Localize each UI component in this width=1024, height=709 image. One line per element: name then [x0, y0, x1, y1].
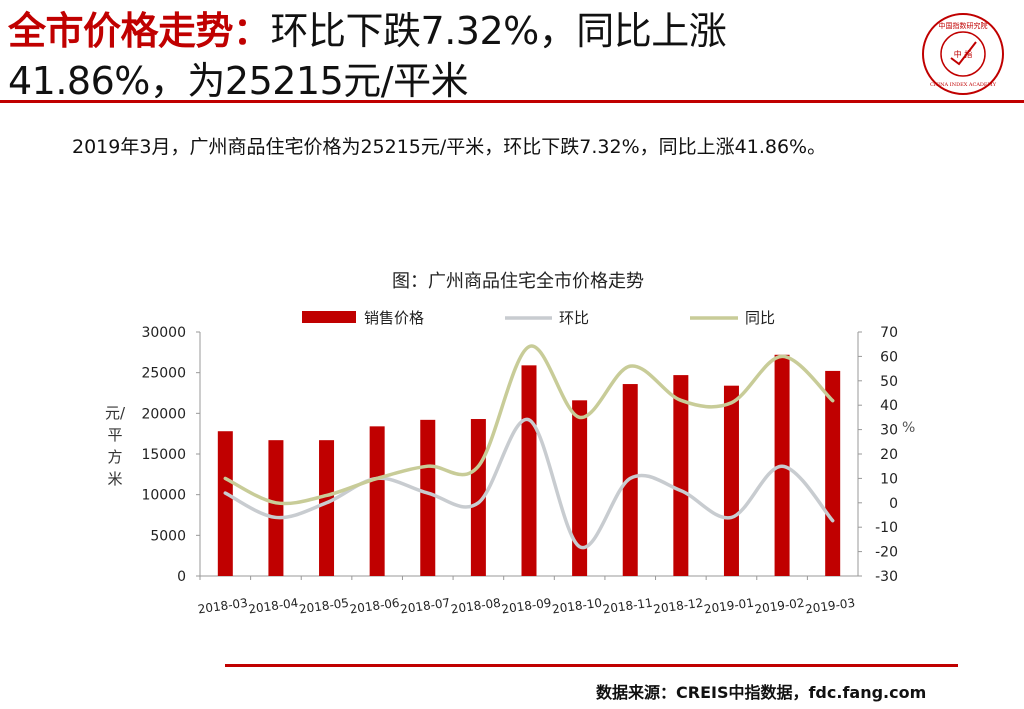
bar-price [369, 426, 385, 576]
chart-legend: 销售价格 环比 同比 [302, 309, 775, 327]
y-tick-label-left: 30000 [141, 325, 186, 341]
y-tick-label-right: 0 [889, 496, 898, 512]
y-tick-label-right: -10 [875, 520, 898, 536]
x-tick-label: 2018-04 [248, 596, 300, 617]
y-tick-label-left: 25000 [141, 366, 186, 382]
y-tick-label-right: -30 [875, 569, 898, 585]
line-series [223, 344, 835, 550]
title-line2: 41.86%，为25215元/平米 [8, 59, 469, 103]
y-axis-label-right: % [902, 420, 916, 436]
y-tick-label-right: 40 [880, 398, 898, 414]
logo-cn-text: 中国指数研究院 [939, 21, 988, 30]
bar-price [420, 419, 436, 576]
page-title: 全市价格走势：环比下跌7.32%，同比上涨 41.86%，为25215元/平米 [8, 6, 908, 106]
bar-price [319, 440, 335, 576]
y-tick-label-left: 10000 [141, 488, 186, 504]
title-highlight: 全市价格走势： [8, 9, 271, 53]
x-tick-label: 2018-12 [652, 596, 704, 617]
legend-swatch-price [302, 311, 356, 323]
x-tick-label: 2019-03 [804, 596, 856, 617]
y-tick-label-right: 30 [880, 423, 898, 439]
y-tick-label-right: 20 [880, 447, 898, 463]
bar-price [723, 385, 739, 576]
footer-divider [225, 664, 958, 667]
logo-center-text: 中 指 [954, 49, 973, 59]
legend-label-mom: 环比 [559, 309, 589, 327]
bar-price [572, 400, 588, 576]
x-tick-label: 2018-11 [602, 596, 654, 617]
chart-axes: 0 5000 10000 15000 20000 25000 30000 -30 -20 -10 0… [141, 325, 898, 616]
y-tick-label-right: 10 [880, 471, 898, 487]
header-divider [0, 100, 1024, 103]
bar-price [673, 375, 689, 576]
y-tick-label-left: 0 [177, 569, 186, 585]
y-axis-label-left: 元/平方米 [104, 404, 126, 488]
bar-price [825, 370, 841, 576]
china-index-academy-logo: 中国指数研究院 中 指 CHINA INDEX ACADEMY [922, 13, 1004, 95]
bar-price [217, 431, 233, 576]
y-tick-label-right: -20 [875, 545, 898, 561]
summary-text: 2019年3月，广州商品住宅价格为25215元/平米，环比下跌7.32%，同比上… [72, 136, 827, 158]
title-rest: 环比下跌7.32%，同比上涨 [270, 9, 727, 53]
x-tick-label: 2019-01 [703, 596, 755, 617]
x-tick-label: 2018-07 [399, 596, 451, 617]
x-tick-label: 2018-10 [551, 596, 603, 617]
x-tick-label: 2019-02 [754, 596, 806, 617]
x-tick-label: 2018-05 [298, 596, 350, 617]
legend-label-price: 销售价格 [364, 309, 424, 327]
bar-price [268, 440, 284, 576]
data-source: 数据来源：CREIS中指数据，fdc.fang.com [596, 683, 927, 702]
x-tick-label: 2018-09 [501, 596, 553, 617]
y-tick-label-left: 20000 [141, 406, 186, 422]
logo-en-text: CHINA INDEX ACADEMY [930, 82, 997, 88]
y-tick-label-right: 50 [880, 374, 898, 390]
bar-price [521, 365, 537, 576]
y-tick-label-right: 60 [880, 349, 898, 365]
chart-title: 图：广州商品住宅全市价格走势 [392, 271, 644, 292]
x-tick-label: 2018-06 [349, 596, 401, 617]
x-tick-label: 2018-03 [197, 596, 249, 617]
x-tick-label: 2018-08 [450, 596, 502, 617]
y-tick-label-left: 15000 [141, 447, 186, 463]
legend-label-yoy: 同比 [745, 309, 775, 327]
y-tick-label-left: 5000 [150, 528, 186, 544]
y-tick-label-right: 70 [880, 325, 898, 341]
